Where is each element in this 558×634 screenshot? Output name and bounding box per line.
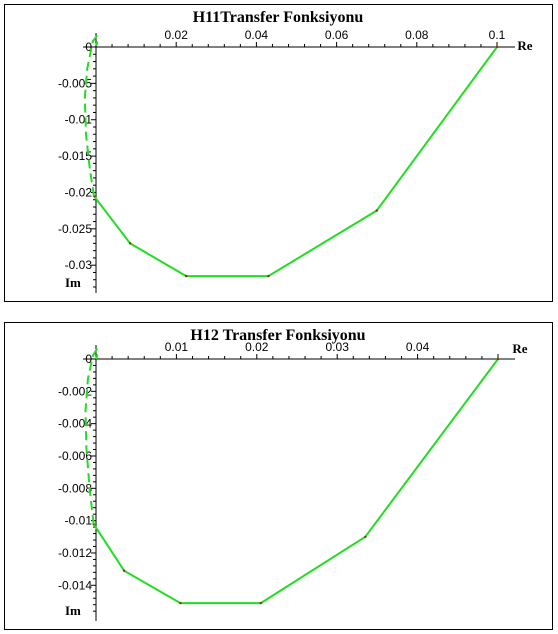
- h11-y-tick-label: -0.005: [58, 76, 92, 90]
- h12-x-tick-label: 0.03: [326, 340, 350, 354]
- h12-x-axis-label: Re: [512, 341, 527, 356]
- h11-x-tick-label: 0.08: [405, 28, 429, 42]
- h11-data-point: [128, 242, 132, 245]
- h12-y-tick-label: 0: [85, 352, 92, 366]
- h11-chart-panel: H11Transfer Fonksiyonu 0.02 0.04 0.06 0.08 0.…: [4, 4, 553, 302]
- h12-chart-title: H12 Transfer Fonksiyonu: [190, 327, 365, 344]
- h11-chart-title: H11Transfer Fonksiyonu: [193, 9, 364, 26]
- h11-series-line-dashed: [83, 35, 99, 197]
- h11-x-tick-label: 0.1: [489, 28, 506, 42]
- h12-y-tick-label: -0.006: [58, 449, 92, 463]
- h11-y-tick-label: -0.01: [65, 113, 93, 127]
- h11-y-tick-label: -0.02: [65, 185, 93, 199]
- h11-chart: H11Transfer Fonksiyonu 0.02 0.04 0.06 0.08 0.…: [58, 9, 533, 293]
- h11-data-point: [267, 274, 270, 278]
- h11-y-axis-label: Im: [65, 275, 81, 290]
- h12-y-axis-label: Im: [65, 603, 81, 618]
- h11-series-line-solid: [93, 46, 498, 278]
- h12-x-tick-label: 0.02: [245, 340, 269, 354]
- h12-x-tick-label: 0.04: [406, 340, 430, 354]
- h11-y-tick-label: -0.015: [58, 149, 92, 163]
- h12-x-tick-label: 0.01: [165, 340, 189, 354]
- h11-data-point: [495, 45, 499, 49]
- h11-x-tick-label: 0.04: [245, 28, 269, 42]
- h11-x-tick-label: 0.02: [165, 28, 189, 42]
- h12-y-tick-label: -0.004: [58, 417, 92, 431]
- h12-series-line-dashed: [84, 348, 99, 525]
- h12-data-point: [122, 569, 126, 572]
- h12-y-tick-label: -0.012: [58, 546, 92, 560]
- h11-data-point: [375, 209, 378, 212]
- h12-data-point: [496, 357, 500, 361]
- h12-y-tick-label: -0.002: [58, 384, 92, 398]
- h12-series-line-solid: [92, 358, 499, 605]
- h12-y-tick-label: -0.014: [58, 578, 92, 592]
- h12-chart-panel: H12 Transfer Fonksiyonu 0.01 0.02 0.03 0.04 0…: [4, 322, 553, 630]
- h11-data-point: [185, 274, 188, 278]
- h12-data-point: [364, 535, 367, 538]
- h11-y-tick-label: -0.025: [58, 222, 92, 236]
- h11-x-tick-label: 0.06: [325, 28, 349, 42]
- h12-data-point: [259, 601, 263, 605]
- h11-y-tick-label: 0: [85, 40, 92, 54]
- h11-x-axis-label: Re: [517, 38, 532, 53]
- h12-data-point: [179, 601, 182, 605]
- h12-y-tick-label: -0.01: [65, 514, 93, 528]
- h11-y-tick-label: -0.03: [65, 258, 93, 272]
- h12-y-tick-label: -0.008: [58, 481, 92, 495]
